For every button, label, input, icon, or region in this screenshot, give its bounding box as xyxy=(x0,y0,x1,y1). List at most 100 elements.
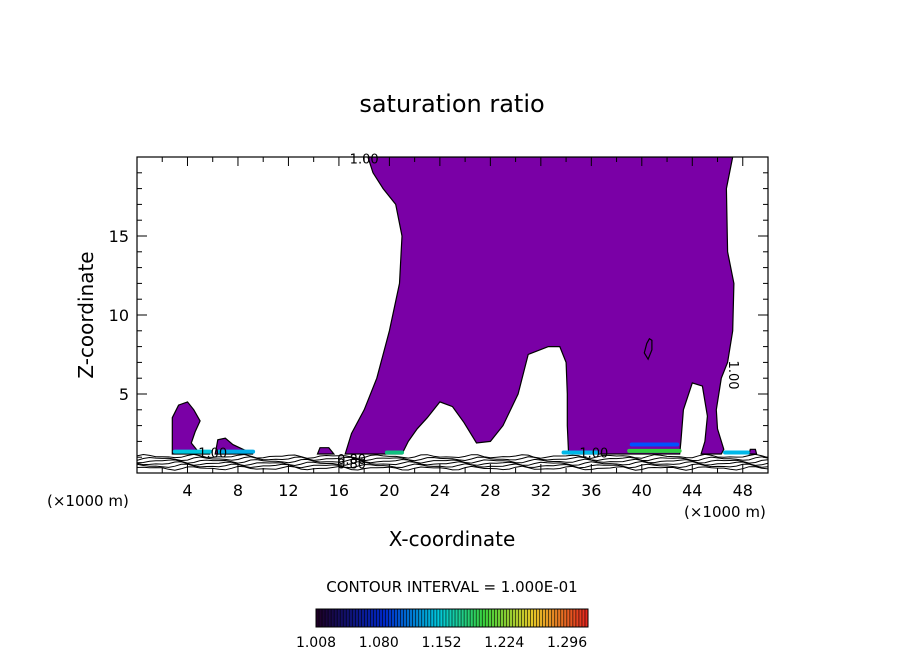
colorbar-swatch-46 xyxy=(455,609,459,627)
colorbar-swatch-2 xyxy=(322,609,326,627)
colorbar-swatch-15 xyxy=(361,609,365,627)
colorbar-swatch-63 xyxy=(506,609,510,627)
contour-label-4: 1.00 xyxy=(579,446,608,461)
x-tick-label-12: 12 xyxy=(278,481,298,500)
colorbar-swatch-52 xyxy=(473,609,477,627)
colorbar-tick-label-3: 1.224 xyxy=(484,635,524,651)
colorbar-swatch-39 xyxy=(433,609,438,627)
colorbar-swatch-66 xyxy=(515,609,519,627)
chart-title: saturation ratio xyxy=(359,90,544,118)
colorbar-swatch-59 xyxy=(494,609,498,627)
colorbar-swatch-68 xyxy=(521,609,525,627)
colorbar-swatch-41 xyxy=(439,609,444,627)
y-tick-label-10: 10 xyxy=(109,306,129,325)
colorbar-swatch-75 xyxy=(542,609,547,627)
colorbar-swatch-85 xyxy=(572,609,577,627)
colorbar-swatch-88 xyxy=(581,609,586,627)
contour-interval-text: CONTOUR INTERVAL = 1.000E-01 xyxy=(326,578,577,596)
contour-label-2: 0.80 xyxy=(337,458,366,473)
colorbar-swatch-6 xyxy=(334,609,338,627)
colorbar-swatch-21 xyxy=(379,609,383,627)
surface-contour-line-0 xyxy=(137,465,768,471)
colorbar-swatch-56 xyxy=(485,609,489,627)
colorbar-tick-label-0: 1.008 xyxy=(296,635,336,651)
colorbar-swatch-5 xyxy=(331,609,335,627)
colorbar-swatch-73 xyxy=(536,609,541,627)
colorbar-swatch-29 xyxy=(403,609,408,627)
colorbar-swatch-36 xyxy=(424,609,429,627)
colorbar-swatch-12 xyxy=(352,609,356,627)
x-tick-label-40: 40 xyxy=(632,481,652,500)
colorbar-swatch-20 xyxy=(376,609,380,627)
colorbar-swatch-53 xyxy=(476,609,480,627)
colorbar-swatch-4 xyxy=(328,609,332,627)
colorbar-swatch-71 xyxy=(530,609,534,627)
colorbar-swatch-11 xyxy=(349,609,353,627)
x-tick-label-24: 24 xyxy=(430,481,450,500)
y-tick-label-5: 5 xyxy=(119,385,129,404)
colorbar-tick-label-2: 1.152 xyxy=(421,635,461,651)
colorbar-swatch-18 xyxy=(370,609,374,627)
colorbar-swatch-31 xyxy=(409,609,414,627)
colorbar-swatch-86 xyxy=(575,609,580,627)
colorbar-swatch-79 xyxy=(554,609,559,627)
colorbar-swatch-24 xyxy=(388,609,392,627)
surface-contour-line-2 xyxy=(137,460,768,467)
colorbar-swatch-1 xyxy=(319,609,323,627)
saturated-cell-2 xyxy=(316,447,336,455)
colorbar-swatch-16 xyxy=(364,609,368,627)
colorbar-swatch-50 xyxy=(467,609,471,627)
x-tick-label-4: 4 xyxy=(182,481,192,500)
x-tick-label-28: 28 xyxy=(480,481,500,500)
colorbar-swatch-22 xyxy=(382,609,386,627)
colorbar-swatch-48 xyxy=(461,609,465,627)
x-tick-label-32: 32 xyxy=(531,481,551,500)
x-tick-label-16: 16 xyxy=(329,481,349,500)
x-tick-label-20: 20 xyxy=(379,481,399,500)
colorbar-swatch-14 xyxy=(358,609,362,627)
saturated-region xyxy=(344,157,735,455)
contour-label-3: 0.80 xyxy=(337,453,366,468)
plot-area xyxy=(137,157,768,471)
x-tick-label-44: 44 xyxy=(682,481,702,500)
colorbar-swatch-30 xyxy=(406,609,411,627)
colorbar-swatch-38 xyxy=(430,609,435,627)
colorbar-swatch-51 xyxy=(470,609,474,627)
x-unit-left: (×1000 m) xyxy=(47,492,129,510)
contour-label-1: 1.00 xyxy=(198,446,227,461)
colorbar-swatch-3 xyxy=(325,609,329,627)
contour-label-5: 1.00 xyxy=(725,361,740,390)
x-axis-label: X-coordinate xyxy=(389,527,516,551)
x-tick-label-8: 8 xyxy=(233,481,243,500)
colorbar-swatch-33 xyxy=(415,609,420,627)
colorbar-swatch-26 xyxy=(394,609,398,627)
colorbar-swatch-78 xyxy=(551,609,556,627)
colorbar-swatch-27 xyxy=(397,609,402,627)
colorbar-swatch-9 xyxy=(343,609,347,627)
surface-contour-line-5 xyxy=(137,453,768,459)
y-tick-label-15: 15 xyxy=(109,227,129,246)
colorbar-swatch-32 xyxy=(412,609,417,627)
colorbar-swatch-55 xyxy=(482,609,486,627)
colorbar: 1.008 1.080 1.152 1.224 1.296 xyxy=(296,608,589,651)
colorbar-swatch-47 xyxy=(458,609,462,627)
colorbar-swatch-83 xyxy=(566,609,571,627)
colorbar-swatch-25 xyxy=(391,609,395,627)
colorbar-swatch-37 xyxy=(427,609,432,627)
contour-label-0: 1.00 xyxy=(350,153,379,168)
colorbar-swatch-28 xyxy=(400,609,405,627)
colorbar-tick-label-1: 1.080 xyxy=(359,635,399,651)
colorbar-swatch-7 xyxy=(337,609,341,627)
x-tick-label-48: 48 xyxy=(733,481,753,500)
colorbar-swatch-61 xyxy=(500,609,504,627)
surface-contour-line-4 xyxy=(137,456,768,462)
colorbar-swatch-54 xyxy=(479,609,483,627)
colorbar-frame xyxy=(315,608,589,628)
colorbar-swatch-35 xyxy=(421,609,426,627)
saturated-cell-3 xyxy=(643,337,653,361)
colorbar-swatch-42 xyxy=(442,609,447,627)
surface-contour-line-1 xyxy=(137,463,768,469)
colorbar-swatch-81 xyxy=(560,609,565,627)
colorbar-swatch-23 xyxy=(385,609,389,627)
colorbar-swatch-44 xyxy=(448,609,453,627)
